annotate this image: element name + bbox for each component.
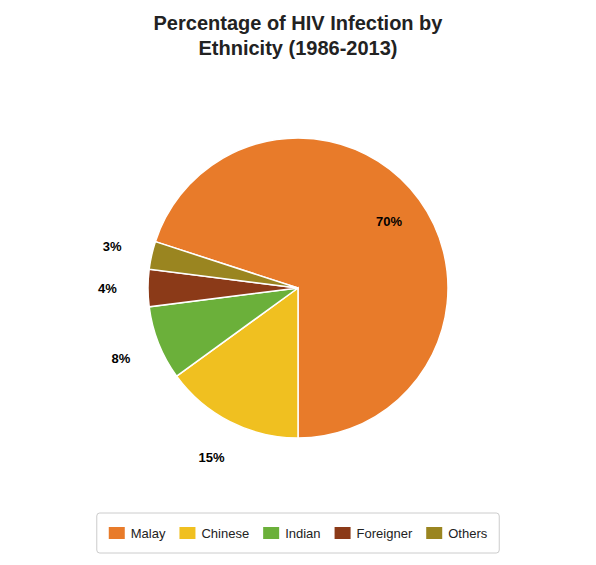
chart-title-line: Ethnicity (1986-2013) (199, 37, 398, 59)
legend-swatch (335, 527, 351, 539)
legend-label: Foreigner (357, 526, 413, 541)
legend: Malay Chinese Indian Foreigner Others (97, 513, 499, 553)
data-label: 70% (376, 214, 402, 229)
legend-frame (97, 513, 499, 553)
legend-item: Foreigner (335, 526, 413, 541)
legend-item: Others (426, 526, 488, 541)
chart-container: Percentage of HIV Infection by Ethnicity … (0, 0, 596, 565)
legend-label: Chinese (201, 526, 249, 541)
legend-label: Others (448, 526, 488, 541)
data-labels: 70% 15% 8% 4% 3% (98, 214, 402, 465)
chart-title-line: Percentage of HIV Infection by (154, 12, 444, 34)
chart-svg: Percentage of HIV Infection by Ethnicity … (0, 0, 596, 565)
legend-item: Malay (109, 526, 166, 541)
pie-group (148, 138, 448, 438)
legend-item: Indian (263, 526, 320, 541)
pie-slice (149, 242, 298, 288)
legend-swatch (109, 527, 125, 539)
legend-swatch (263, 527, 279, 539)
data-label: 3% (103, 239, 122, 254)
data-label: 15% (198, 450, 224, 465)
chart-title: Percentage of HIV Infection by Ethnicity … (154, 12, 444, 59)
legend-label: Indian (285, 526, 320, 541)
legend-swatch (179, 527, 195, 539)
data-label: 8% (111, 351, 130, 366)
legend-swatch (426, 527, 442, 539)
data-label: 4% (98, 281, 117, 296)
legend-label: Malay (131, 526, 166, 541)
legend-item: Chinese (179, 526, 249, 541)
